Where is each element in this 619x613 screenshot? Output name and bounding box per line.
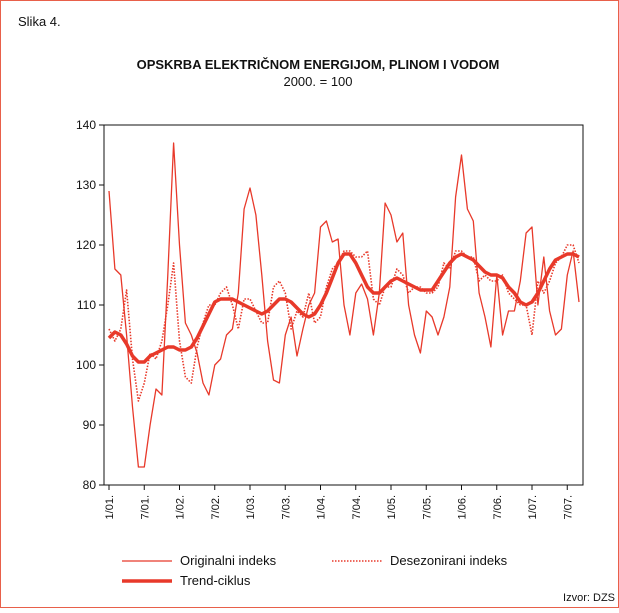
y-tick-label: 90: [83, 418, 97, 432]
y-tick-label: 80: [83, 478, 97, 492]
legend-label: Desezonirani indeks: [390, 553, 508, 568]
chart-title: OPSKRBA ELEKTRIČNOM ENERGIJOM, PLINOM I …: [137, 57, 500, 72]
y-tick-label: 140: [76, 118, 96, 132]
x-tick-label: 1/01.: [104, 495, 116, 519]
y-tick-label: 120: [76, 238, 96, 252]
series-line: [107, 252, 580, 364]
y-tick-label: 130: [76, 178, 96, 192]
x-tick-label: 7/03.: [280, 495, 292, 519]
x-tick-label: 7/04.: [351, 495, 363, 519]
x-tick-label: 1/04.: [316, 495, 328, 519]
x-tick-label: 1/02.: [175, 495, 187, 519]
series-line: [108, 244, 580, 402]
x-tick-label: 7/02.: [210, 495, 222, 519]
x-tick-label: 1/06.: [457, 495, 469, 519]
x-tick-label: 7/05.: [421, 495, 433, 519]
figure-label: Slika 4.: [18, 14, 61, 29]
series-line: [108, 142, 580, 468]
x-tick-label: 7/07.: [562, 495, 574, 519]
source: Izvor: DZS: [563, 592, 615, 604]
chart-subtitle: 2000. = 100: [283, 74, 352, 89]
y-tick-label: 110: [77, 298, 96, 312]
x-tick-label: 7/06.: [492, 495, 504, 519]
x-tick-label: 1/07.: [527, 495, 539, 519]
x-tick-label: 1/05.: [386, 495, 398, 519]
legend-label: Trend-ciklus: [180, 573, 251, 588]
x-tick-label: 7/01.: [139, 495, 151, 519]
y-tick-label: 100: [76, 358, 96, 372]
legend-label: Originalni indeks: [180, 553, 277, 568]
x-tick-label: 1/03.: [245, 495, 257, 519]
